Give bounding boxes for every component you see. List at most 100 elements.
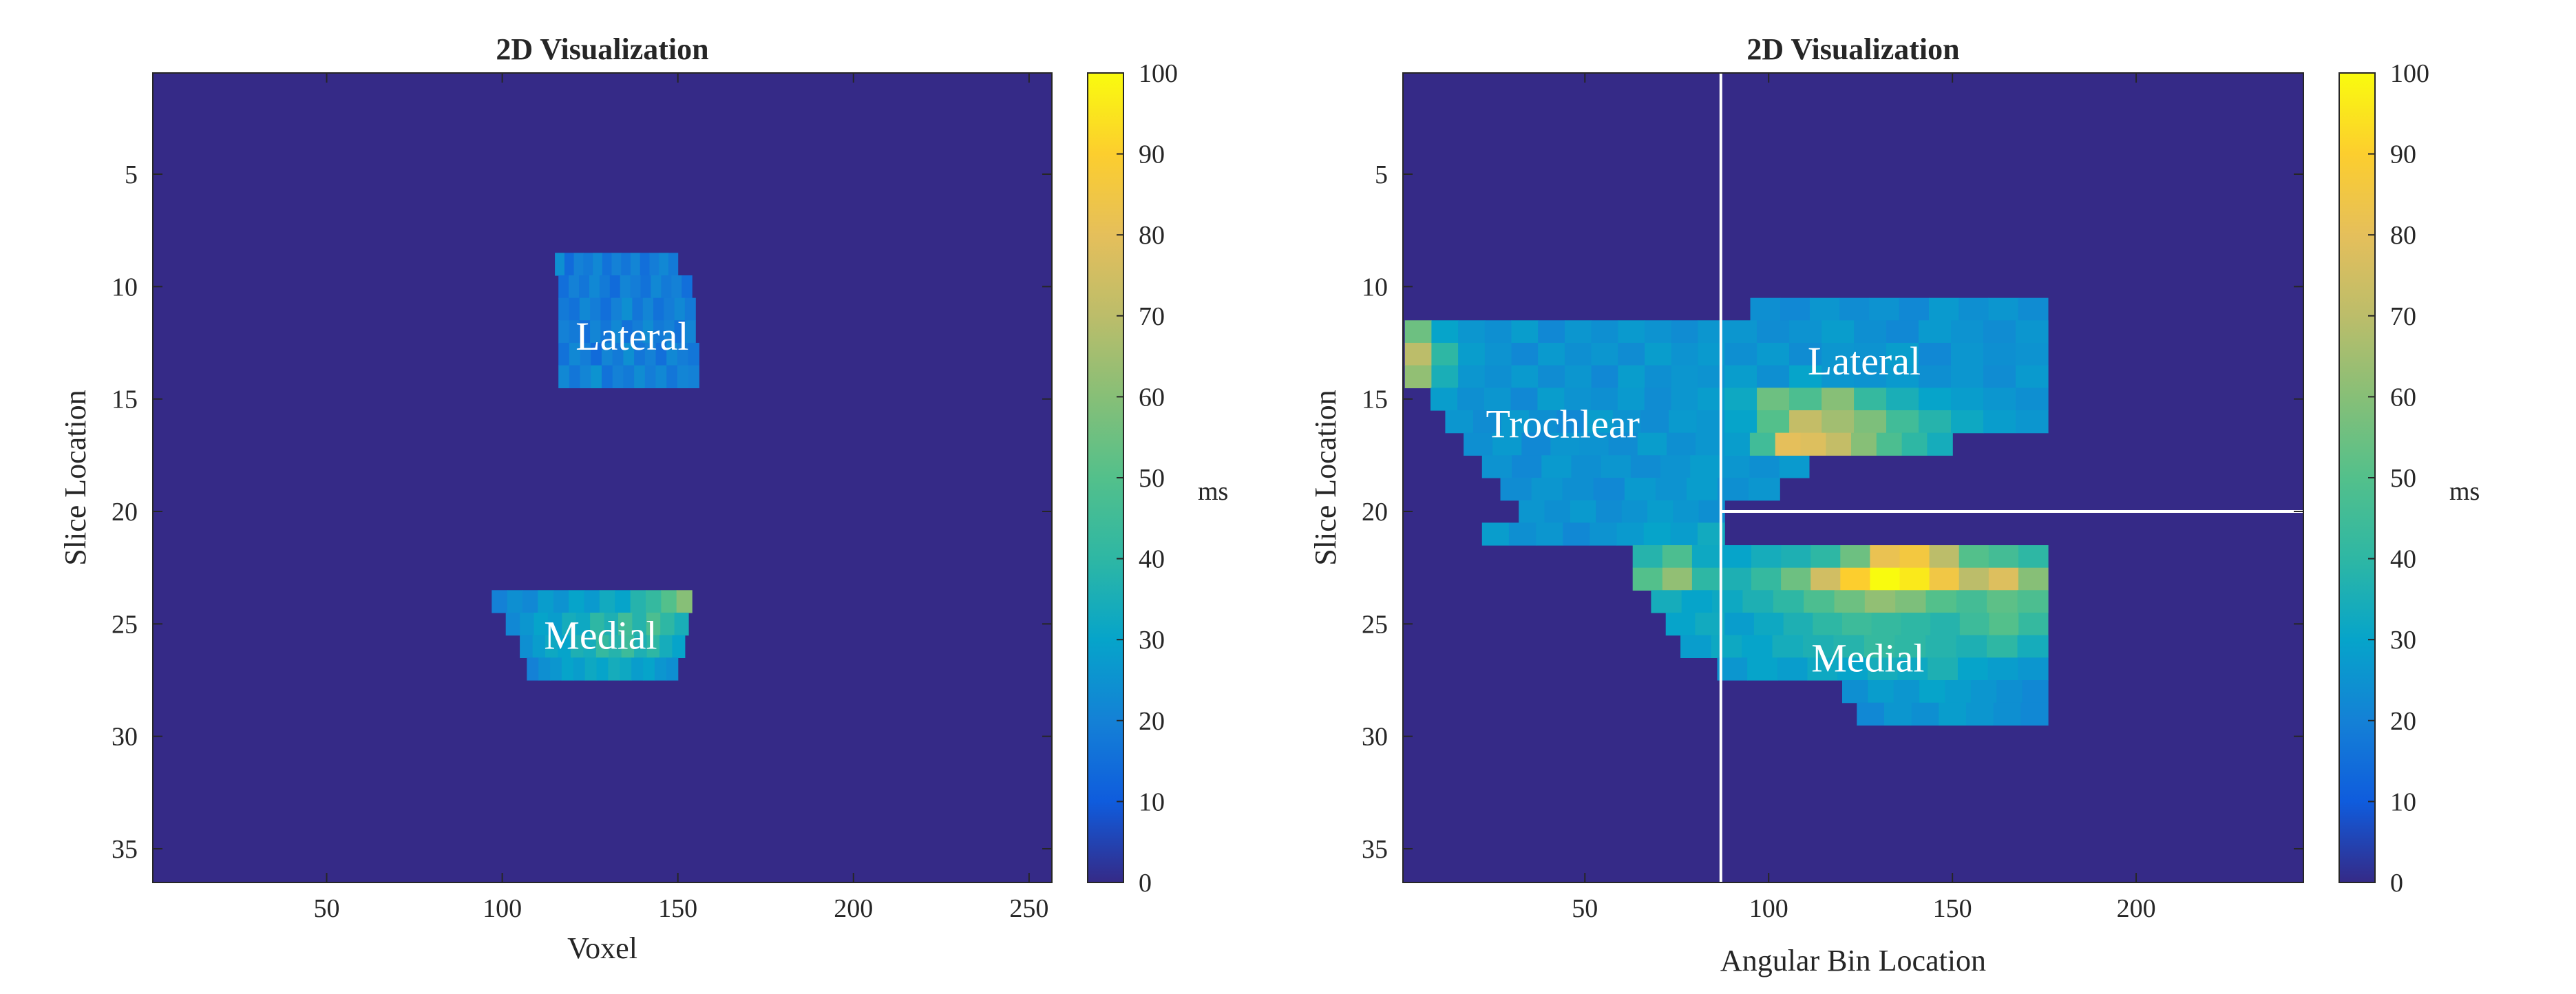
right-cell-lateral [1951, 320, 1984, 343]
right-colorbar-tick-label: 40 [2390, 545, 2416, 574]
left-cell-medial [520, 635, 534, 658]
right-cell-medial [1957, 657, 1989, 681]
right-cell-lateral [1983, 343, 2016, 366]
right-cell-medial [1717, 657, 1748, 681]
right-cell-lateral [1822, 365, 1855, 388]
right-cell-lateral [2018, 297, 2049, 321]
right-cell-trochlear [1457, 388, 1485, 411]
left-cell-medial [532, 635, 546, 658]
right-cell-lateral [1983, 365, 2016, 388]
right-colorbar-tick-label: 10 [2390, 787, 2416, 816]
left-cell-lateral [602, 253, 613, 276]
left-cell-lateral [558, 343, 570, 366]
right-cell-trochlear [1591, 388, 1618, 411]
right-cell-trochlear [1512, 455, 1542, 478]
left-cell-medial [621, 635, 635, 658]
right-cell-medial [1864, 635, 1896, 658]
right-cell-trochlear [1612, 410, 1641, 434]
right-cell-medial [1651, 590, 1682, 613]
right-cell-trochlear [1500, 478, 1532, 501]
left-cell-lateral [649, 253, 659, 276]
right-y-tick-label: 5 [1375, 160, 1388, 189]
right-cell-trochlear [1538, 343, 1565, 366]
right-cell-trochlear [1430, 388, 1458, 411]
left-cell-lateral [569, 320, 580, 343]
left-cell-lateral [599, 275, 611, 299]
left-cell-lateral [666, 343, 678, 366]
right-cell-lateral [1901, 432, 1928, 456]
right-annotations: Trochlear Lateral Medial [1486, 339, 1925, 680]
left-cell-medial [573, 657, 586, 681]
right-cell-lateral [1983, 388, 2016, 411]
right-cell-trochlear [1618, 320, 1645, 343]
left-cell-medial [659, 635, 673, 658]
right-cell-lateral [2016, 320, 2049, 343]
right-cell-lateral [1899, 297, 1930, 321]
right-cell-medial [1899, 545, 1930, 569]
right-cell-lateral [1789, 365, 1822, 388]
right-cell-lateral [1886, 365, 1919, 388]
left-cell-lateral [611, 253, 622, 276]
right-cell-trochlear [1511, 320, 1539, 343]
right-cell-lateral [1800, 432, 1826, 456]
right-cell-medial [1680, 635, 1712, 658]
right-cell-medial [1945, 680, 1972, 704]
left-cell-medial [676, 590, 693, 613]
left-cell-lateral [580, 365, 591, 388]
right-cell-medial [1840, 545, 1870, 569]
right-cell-medial [2018, 657, 2049, 681]
right-colorbar-tick-label: 20 [2390, 707, 2416, 736]
right-cell-trochlear [1541, 455, 1572, 478]
left-cell-medial [646, 613, 661, 636]
right-cell-trochlear [1630, 455, 1661, 478]
left-cell-lateral [622, 320, 633, 343]
left-x-ticks: 50 100 150 200 250 [314, 73, 1048, 923]
left-y-tick-label: 5 [125, 160, 138, 189]
right-cell-lateral [1724, 365, 1757, 388]
right-cell-trochlear [1484, 320, 1512, 343]
left-colorbar-tick-label: 60 [1139, 383, 1165, 412]
right-cell-medial [1772, 635, 1804, 658]
right-colorbar-tick-label: 30 [2390, 626, 2416, 655]
left-cell-medial [618, 613, 633, 636]
right-cell-trochlear [1579, 432, 1609, 456]
right-cell-lateral [1854, 320, 1887, 343]
right-cell-lateral [1757, 410, 1790, 434]
right-colorbar-tick-label: 0 [2390, 869, 2403, 898]
right-cell-trochlear [1550, 432, 1581, 456]
left-cell-lateral [677, 365, 689, 388]
left-heatmap-cells [492, 253, 699, 681]
right-cell-medial [1834, 590, 1866, 613]
left-y-tick-label: 35 [112, 835, 138, 864]
right-cell-trochlear [1591, 365, 1618, 388]
right-cell-trochlear [1571, 455, 1602, 478]
right-cell-trochlear [1531, 478, 1563, 501]
right-cell-trochlear [1593, 478, 1625, 501]
right-cell-medial [1895, 590, 1927, 613]
right-cell-trochlear [1536, 522, 1563, 546]
left-cell-lateral [684, 297, 696, 321]
right-cell-lateral [1789, 343, 1822, 366]
left-cell-lateral [655, 343, 667, 366]
right-y-tick-label: 15 [1362, 385, 1388, 414]
right-cell-trochlear [1617, 388, 1645, 411]
left-cell-lateral [659, 253, 669, 276]
right-cell-medial [1691, 545, 1722, 569]
right-cell-trochlear [1670, 522, 1698, 546]
left-cell-medial [538, 590, 554, 613]
right-cell-lateral [1757, 365, 1790, 388]
right-cell-medial [2017, 590, 2049, 613]
left-cell-lateral [580, 343, 591, 366]
right-cell-medial [1959, 545, 1989, 569]
right-cell-medial [1987, 635, 2018, 658]
right-cell-trochlear [1510, 388, 1538, 411]
left-cell-medial [646, 590, 662, 613]
right-cell-medial [1919, 680, 1946, 704]
right-cell-trochlear [1673, 500, 1700, 523]
right-cell-trochlear [1564, 365, 1592, 388]
right-cell-lateral [1886, 343, 1919, 366]
right-y-tick-label: 10 [1362, 273, 1388, 302]
left-cell-medial [590, 613, 605, 636]
left-cell-medial [632, 613, 647, 636]
right-cell-medial [1724, 613, 1755, 636]
